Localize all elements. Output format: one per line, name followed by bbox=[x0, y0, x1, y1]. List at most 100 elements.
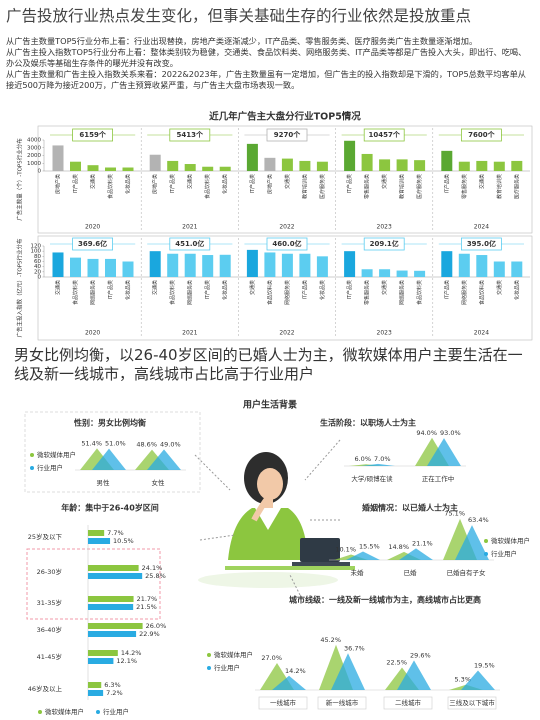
x-tick-label: 零售服务类 bbox=[364, 280, 371, 305]
peak bbox=[92, 448, 126, 470]
year-label: 2022 bbox=[279, 224, 294, 231]
bar bbox=[219, 254, 231, 277]
total-label: 209.1亿 bbox=[370, 239, 399, 248]
panel-title: 婚姻情况：以已婚人士为主 bbox=[362, 503, 458, 513]
x-tick-label: IT产品类 bbox=[169, 174, 176, 194]
bar bbox=[458, 161, 470, 171]
x-tick-label: 医疗服务类 bbox=[513, 174, 520, 199]
subtitle: 用户生活背景 bbox=[242, 399, 297, 411]
bar bbox=[52, 252, 64, 277]
peak bbox=[427, 438, 461, 466]
bar bbox=[246, 143, 258, 171]
x-tick-label: 房地产类 bbox=[266, 174, 273, 194]
legend-marker bbox=[96, 710, 100, 714]
x-tick-label: 交通类 bbox=[478, 174, 485, 189]
x-tick-label: 化妆品类 bbox=[319, 280, 326, 300]
bar bbox=[87, 258, 99, 277]
total-label: 9270个 bbox=[274, 130, 301, 139]
x-tick-label: IT产品类 bbox=[443, 280, 450, 300]
chart-title: 近几年广告主大盘分行业TOP5情况 bbox=[209, 111, 361, 123]
x-tick-label: 交通类 bbox=[496, 280, 503, 295]
bar bbox=[396, 159, 408, 171]
x-tick-label: 教育培训类 bbox=[496, 174, 503, 199]
value-label: 48.6% bbox=[136, 441, 157, 449]
value-label: 93.0% bbox=[440, 429, 461, 437]
x-tick-label: 已婚自有子女 bbox=[447, 568, 487, 577]
intro: 从广告主数量TOP5行业分布上看：行业出现替换，房地产类逐渐减少，IT产品类、零… bbox=[6, 36, 534, 91]
bar bbox=[281, 253, 293, 277]
legend-label: 行业用户 bbox=[214, 663, 240, 672]
x-tick-label: 食品饮料类 bbox=[107, 174, 114, 199]
value-label: 51.0% bbox=[105, 440, 126, 448]
y-tick-label: 80 bbox=[34, 254, 41, 260]
bar bbox=[344, 140, 356, 171]
legend-marker bbox=[484, 539, 488, 543]
x-tick-label: 网络服务类 bbox=[284, 280, 291, 305]
bar bbox=[379, 159, 391, 171]
peak bbox=[346, 551, 380, 560]
bar bbox=[316, 256, 328, 277]
x-tick-label: 化妆品类 bbox=[513, 280, 520, 300]
legend-marker bbox=[30, 466, 34, 470]
x-tick-label: 大学/硕博在读 bbox=[351, 474, 393, 483]
year-label: 2020 bbox=[85, 330, 100, 337]
x-tick-label: 交通类 bbox=[55, 280, 62, 295]
x-tick-label: 交通类 bbox=[90, 174, 97, 189]
illustration bbox=[26, 439, 355, 620]
year-label: 2021 bbox=[182, 224, 197, 231]
year-label: 2024 bbox=[474, 330, 489, 337]
y-tick-label: 0 bbox=[38, 275, 42, 281]
paragraph: 从广告主数量和广告主投入指数关系来看：2022&2023年，广告主数量虽有一定增… bbox=[6, 69, 526, 90]
page-title: 广告投放行业热点发生变化，但事关基础生存的行业依然是投放重点 bbox=[6, 7, 472, 25]
total-box bbox=[266, 237, 308, 251]
panel-title: 性别：男女比例均衡 bbox=[74, 418, 146, 428]
x-tick-label: 零售服务类 bbox=[461, 174, 468, 199]
bar bbox=[396, 270, 408, 277]
y-tick-label: 46岁及以上 bbox=[28, 684, 63, 693]
value-label: 6.0% bbox=[354, 455, 371, 463]
x-tick-label: 交通类 bbox=[381, 280, 388, 295]
value-label: 75.1% bbox=[444, 510, 465, 518]
bar bbox=[202, 166, 214, 171]
bar bbox=[88, 682, 102, 688]
category-box bbox=[317, 696, 367, 710]
y-tick-label: 2000 bbox=[27, 153, 41, 159]
panel-frame bbox=[37, 125, 533, 234]
x-tick-label: 化妆品类 bbox=[222, 174, 229, 194]
bar bbox=[88, 690, 104, 696]
x-tick-label: 零售服务类 bbox=[364, 174, 371, 199]
y-tick-label: 4000 bbox=[27, 138, 41, 144]
value-label: 12.1% bbox=[116, 657, 137, 665]
bar bbox=[476, 255, 488, 277]
year-label: 2021 bbox=[182, 330, 197, 337]
legend-label: 行业用户 bbox=[37, 463, 63, 472]
total-box bbox=[460, 237, 502, 251]
value-label: 49.0% bbox=[160, 440, 181, 448]
peak bbox=[272, 675, 306, 690]
category-box bbox=[383, 696, 433, 710]
value-label: 14.8% bbox=[388, 543, 409, 551]
x-tick-label: 化妆品类 bbox=[125, 280, 132, 300]
x-tick-label: 食品饮料类 bbox=[204, 174, 211, 199]
total-box bbox=[363, 128, 405, 142]
x-tick-label: 男性 bbox=[97, 478, 111, 487]
y-tick-label: 26-30岁 bbox=[37, 567, 62, 576]
panel-frame bbox=[24, 411, 201, 493]
legend-marker bbox=[484, 552, 488, 556]
x-tick-label: 交通类 bbox=[249, 280, 256, 295]
value-label: 25.8% bbox=[145, 572, 166, 580]
bar bbox=[379, 269, 391, 277]
legend-marker bbox=[38, 710, 42, 714]
y-tick-label: 31-35岁 bbox=[37, 598, 62, 607]
total-label: 369.6亿 bbox=[78, 239, 107, 248]
value-label: 29.6% bbox=[410, 651, 431, 659]
bar bbox=[414, 270, 426, 277]
value-label: 94.0% bbox=[416, 429, 437, 437]
x-tick-label: IT产品类 bbox=[301, 280, 308, 300]
bar bbox=[88, 631, 137, 637]
value-label: 22.5% bbox=[386, 659, 407, 667]
legend-marker bbox=[207, 666, 211, 670]
x-tick-label: 医疗服务类 bbox=[319, 174, 326, 199]
bar bbox=[167, 253, 179, 277]
y-tick-label: 120 bbox=[31, 244, 42, 250]
